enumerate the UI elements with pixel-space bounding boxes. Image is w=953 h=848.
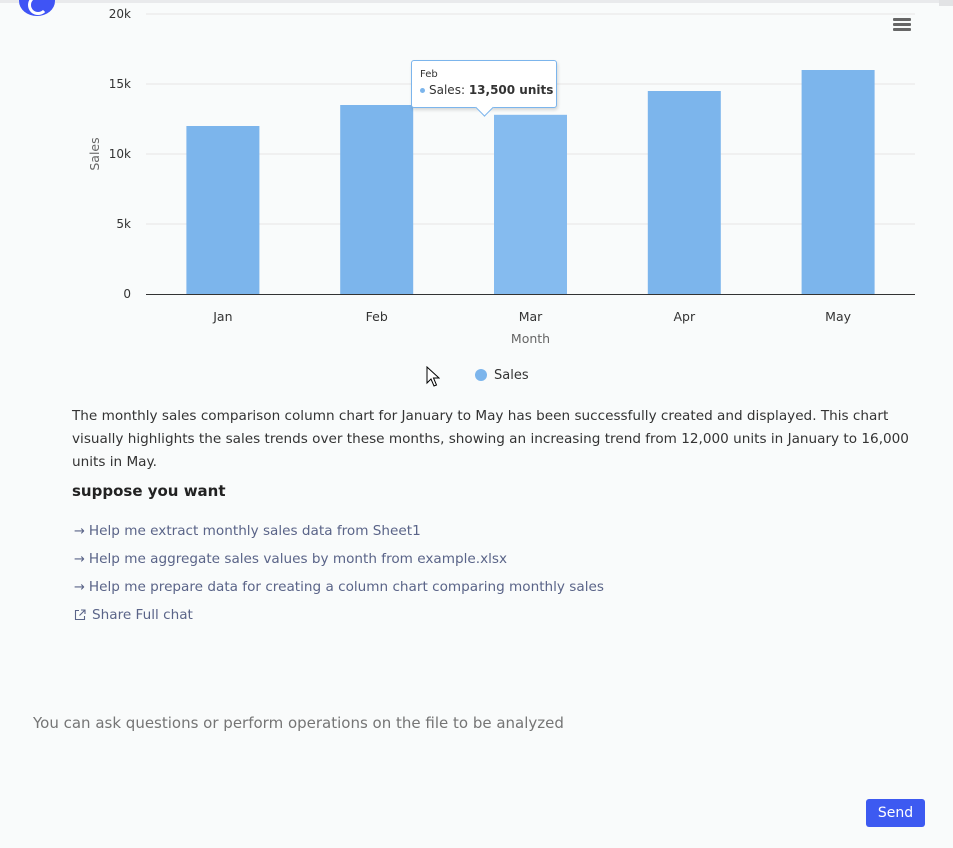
chart-tooltip: Feb Sales: 13,500 units [411, 60, 557, 108]
suggestion-link[interactable]: → Help me prepare data for creating a co… [74, 573, 604, 601]
tooltip-series-label: Sales: [429, 83, 465, 97]
x-tick-label: Feb [366, 309, 388, 324]
y-tick-label: 15k [109, 77, 131, 91]
app-logo [19, 0, 55, 16]
x-tick-label: Jan [212, 309, 232, 324]
y-tick-label: 10k [109, 147, 131, 161]
share-label: Share Full chat [92, 607, 193, 623]
external-share-icon [74, 609, 86, 621]
sales-column-chart: 0 5k 10k 15k 20k Jan Feb Mar Apr May Month Sales [87, 7, 915, 346]
bar-jan[interactable] [186, 126, 260, 294]
y-tick-label: 5k [116, 217, 131, 231]
arrow-right-icon: → [74, 551, 85, 567]
suggestion-label: Help me prepare data for creating a colu… [88, 579, 604, 595]
x-tick-label: May [825, 309, 851, 324]
suggestion-label: Help me aggregate sales values by month … [88, 551, 508, 567]
x-axis-title: Month [511, 331, 550, 346]
send-button[interactable]: Send [866, 799, 925, 827]
y-axis-title: Sales [87, 137, 102, 170]
tooltip-value: 13,500 units [468, 83, 554, 97]
suggestions-title: suppose you want [72, 482, 226, 500]
suggestions-list: → Help me extract monthly sales data fro… [74, 517, 604, 629]
top-border [0, 0, 953, 3]
legend-dot-icon [475, 369, 487, 381]
y-tick-label: 0 [123, 287, 131, 301]
chart-legend-item-sales[interactable]: Sales [475, 367, 529, 383]
suggestion-link[interactable]: → Help me aggregate sales values by mont… [74, 545, 604, 573]
x-tick-label: Mar [519, 309, 543, 324]
tooltip-series-dot-icon [420, 88, 425, 93]
share-full-chat-link[interactable]: Share Full chat [74, 601, 604, 629]
suggestion-label: Help me extract monthly sales data from … [88, 523, 421, 539]
tooltip-value-line: Sales: 13,500 units [420, 83, 553, 97]
bar-mar[interactable] [494, 114, 567, 294]
arrow-right-icon: → [74, 579, 85, 595]
chart-summary-text: The monthly sales comparison column char… [72, 408, 909, 470]
mouse-cursor-icon [426, 366, 440, 387]
bar-may[interactable] [801, 70, 875, 294]
x-tick-label: Apr [673, 309, 695, 324]
arrow-right-icon: → [74, 523, 85, 539]
legend-label: Sales [494, 367, 529, 383]
bar-apr[interactable] [647, 91, 721, 294]
chart-menu-icon[interactable] [893, 17, 911, 33]
tooltip-title: Feb [420, 69, 438, 80]
bar-feb[interactable] [340, 105, 414, 294]
y-tick-label: 20k [109, 7, 131, 21]
top-scroll-edge [939, 0, 953, 6]
suggestion-link[interactable]: → Help me extract monthly sales data fro… [74, 517, 604, 545]
chat-input[interactable] [33, 714, 913, 732]
